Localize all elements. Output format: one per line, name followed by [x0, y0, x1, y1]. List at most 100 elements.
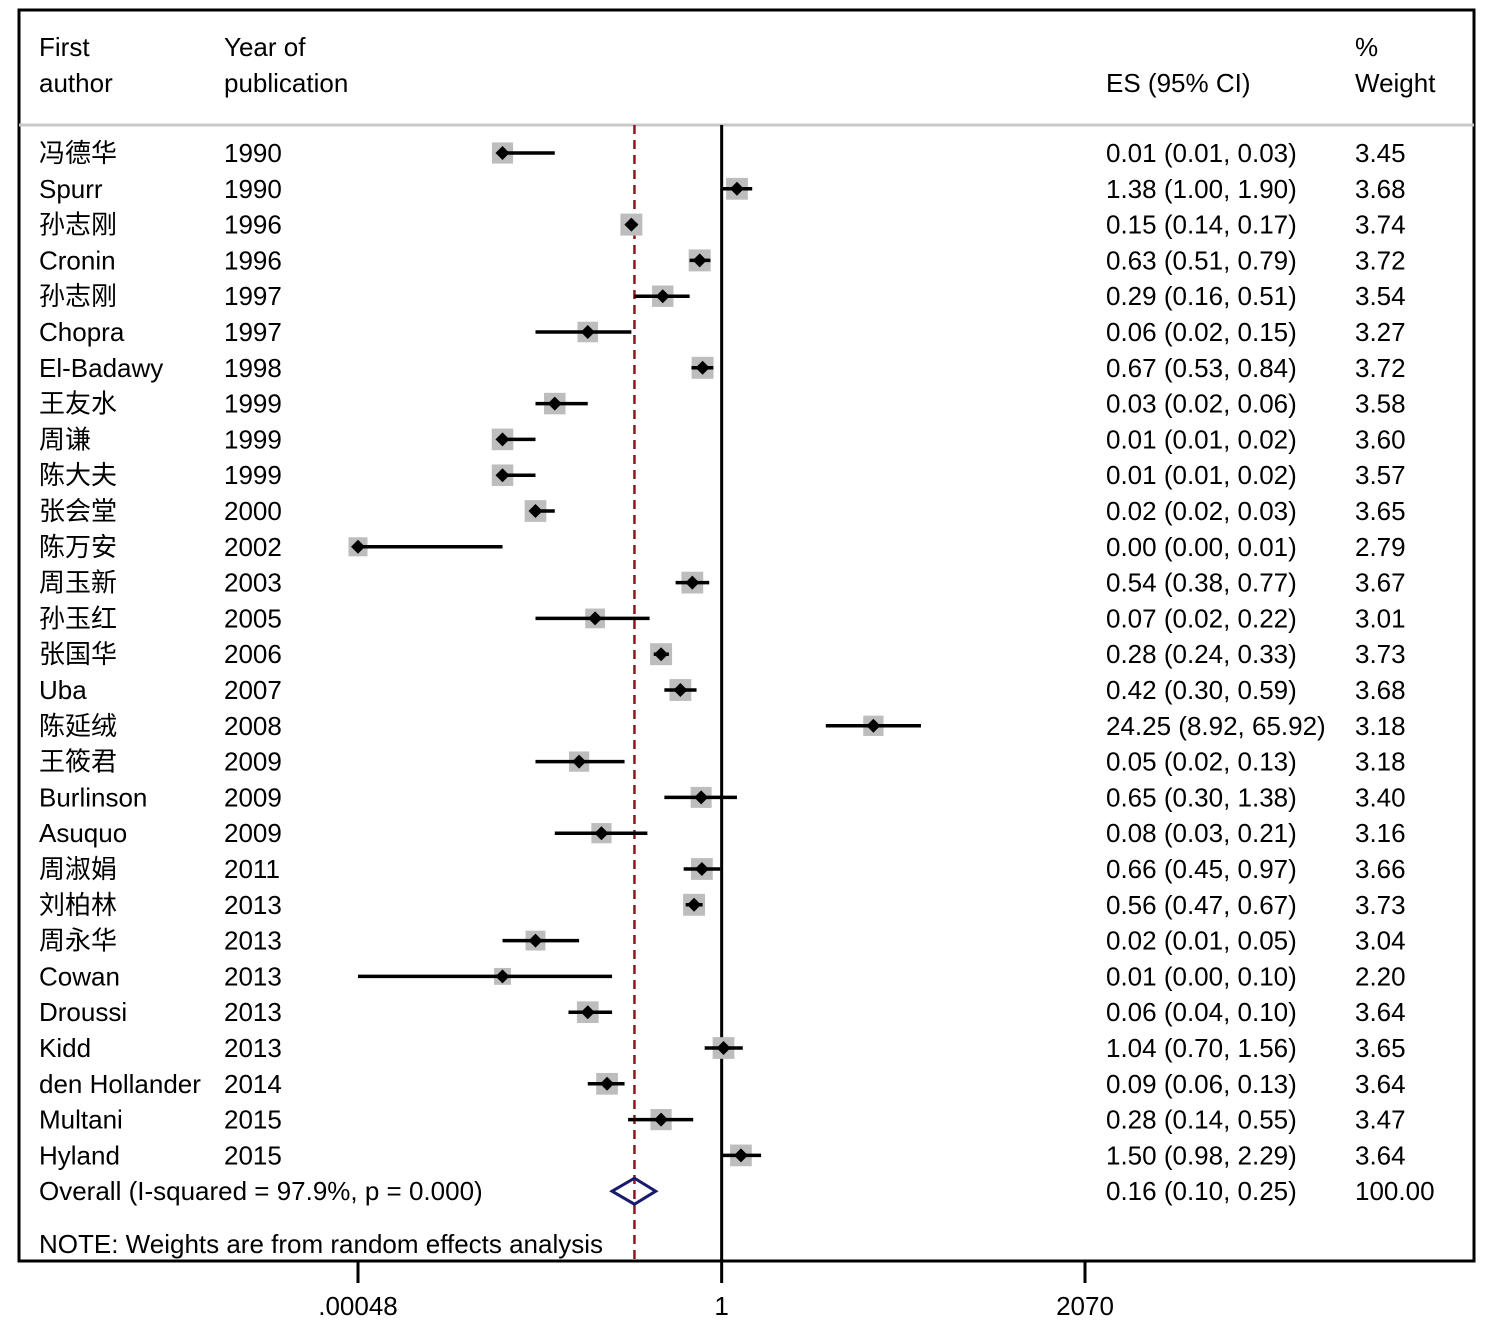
study-row: Chopra 1997 0.06 (0.02, 0.15) 3.27	[39, 317, 1406, 347]
point-estimate	[685, 575, 700, 590]
study-row: 王筱君 2009 0.05 (0.02, 0.13) 3.18	[39, 747, 1406, 777]
point-estimate	[495, 468, 510, 483]
study-year: 2008	[224, 711, 282, 741]
study-row: Multani 2015 0.28 (0.14, 0.55) 3.47	[39, 1105, 1406, 1135]
study-year: 2014	[224, 1069, 282, 1099]
study-author: 王友水	[39, 389, 117, 419]
study-author: 陈大夫	[39, 460, 117, 490]
study-row: 张国华 2006 0.28 (0.24, 0.33) 3.73	[39, 639, 1406, 669]
x-axis: .00048 1 2070	[318, 1261, 1114, 1321]
overall-diamond	[609, 1176, 659, 1206]
point-estimate	[654, 647, 669, 662]
study-es-text: 0.01 (0.01, 0.03)	[1106, 138, 1297, 168]
study-author: 张国华	[39, 639, 117, 669]
study-row: El-Badawy 1998 0.67 (0.53, 0.84) 3.72	[39, 353, 1406, 383]
study-year: 1999	[224, 424, 282, 454]
point-estimate	[495, 969, 510, 984]
study-year: 1996	[224, 245, 282, 275]
study-row: Hyland 2015 1.50 (0.98, 2.29) 3.64	[39, 1140, 1406, 1170]
study-es-text: 1.50 (0.98, 2.29)	[1106, 1140, 1297, 1170]
study-author: Uba	[39, 675, 87, 705]
study-weight-text: 3.68	[1355, 675, 1406, 705]
point-estimate	[588, 611, 603, 626]
point-estimate	[600, 1076, 615, 1091]
study-es-text: 1.38 (1.00, 1.90)	[1106, 174, 1297, 204]
point-estimate	[729, 181, 744, 196]
study-year: 1990	[224, 174, 282, 204]
header-year-line2: publication	[224, 68, 348, 98]
point-estimate	[580, 325, 595, 339]
study-es-text: 0.09 (0.06, 0.13)	[1106, 1069, 1297, 1099]
study-weight-text: 3.04	[1355, 926, 1406, 956]
study-row: 孙志刚 1997 0.29 (0.16, 0.51) 3.54	[39, 281, 1406, 311]
study-es-text: 0.65 (0.30, 1.38)	[1106, 782, 1297, 812]
study-es-text: 0.63 (0.51, 0.79)	[1106, 245, 1297, 275]
study-es-text: 0.15 (0.14, 0.17)	[1106, 210, 1297, 240]
study-weight-text: 3.01	[1355, 603, 1406, 633]
overall-label: Overall (I-squared = 97.9%, p = 0.000)	[39, 1176, 483, 1206]
study-row: Kidd 2013 1.04 (0.70, 1.56) 3.65	[39, 1033, 1406, 1063]
study-es-text: 0.54 (0.38, 0.77)	[1106, 568, 1297, 598]
study-year: 1996	[224, 210, 282, 240]
study-weight-text: 3.45	[1355, 138, 1406, 168]
study-es-text: 0.29 (0.16, 0.51)	[1106, 281, 1297, 311]
study-es-text: 1.04 (0.70, 1.56)	[1106, 1033, 1297, 1063]
study-es-text: 0.01 (0.01, 0.02)	[1106, 424, 1297, 454]
point-estimate	[654, 1112, 669, 1127]
study-author: 张会堂	[39, 496, 117, 526]
study-row: 周玉新 2003 0.54 (0.38, 0.77) 3.67	[39, 568, 1406, 598]
study-author: 周淑娟	[39, 854, 117, 884]
study-weight-text: 3.66	[1355, 854, 1406, 884]
study-weight-text: 3.68	[1355, 174, 1406, 204]
study-es-text: 0.56 (0.47, 0.67)	[1106, 890, 1297, 920]
study-year: 1997	[224, 317, 282, 347]
study-year: 2013	[224, 1033, 282, 1063]
study-author: 周谦	[39, 424, 91, 454]
point-estimate	[687, 897, 702, 912]
x-tick-label: 1	[714, 1291, 728, 1321]
study-year: 1997	[224, 281, 282, 311]
study-author: Hyland	[39, 1140, 120, 1170]
overall-weight-text: 100.00	[1355, 1176, 1435, 1206]
study-author: Chopra	[39, 317, 125, 347]
study-year: 2002	[224, 532, 282, 562]
point-estimate	[580, 1005, 595, 1020]
study-es-text: 0.05 (0.02, 0.13)	[1106, 747, 1297, 777]
study-year: 2015	[224, 1105, 282, 1135]
study-weight-text: 3.72	[1355, 245, 1406, 275]
study-es-text: 24.25 (8.92, 65.92)	[1106, 711, 1326, 741]
study-weight-text: 3.72	[1355, 353, 1406, 383]
point-estimate	[673, 683, 688, 697]
study-author: 冯德华	[39, 138, 117, 168]
study-row: 陈延绒 2008 24.25 (8.92, 65.92) 3.18	[39, 711, 1406, 741]
study-row: 陈大夫 1999 0.01 (0.01, 0.02) 3.57	[39, 460, 1406, 490]
study-row: 陈万安 2002 0.00 (0.00, 0.01) 2.79	[39, 532, 1406, 562]
point-estimate	[694, 862, 709, 876]
study-weight-text: 3.54	[1355, 281, 1406, 311]
point-estimate	[655, 289, 670, 304]
study-weight-text: 3.73	[1355, 890, 1406, 920]
study-weight-text: 3.74	[1355, 210, 1406, 240]
study-row: 周淑娟 2011 0.66 (0.45, 0.97) 3.66	[39, 854, 1406, 884]
study-es-text: 0.02 (0.02, 0.03)	[1106, 496, 1297, 526]
point-estimate	[351, 539, 365, 554]
point-estimate	[695, 360, 710, 375]
point-estimate	[528, 504, 543, 518]
point-estimate	[495, 146, 510, 160]
study-year: 1998	[224, 353, 282, 383]
header-weight-line2: Weight	[1355, 68, 1436, 98]
study-year: 1999	[224, 389, 282, 419]
study-row: Uba 2007 0.42 (0.30, 0.59) 3.68	[39, 675, 1406, 705]
study-row: Droussi 2013 0.06 (0.04, 0.10) 3.64	[39, 997, 1406, 1027]
study-weight-text: 3.65	[1355, 496, 1406, 526]
overall-es-text: 0.16 (0.10, 0.25)	[1106, 1176, 1297, 1206]
study-row: 周谦 1999 0.01 (0.01, 0.02) 3.60	[39, 424, 1406, 454]
study-author: Droussi	[39, 997, 127, 1027]
study-year: 2009	[224, 818, 282, 848]
study-year: 2013	[224, 890, 282, 920]
study-row: 孙玉红 2005 0.07 (0.02, 0.22) 3.01	[39, 603, 1406, 633]
point-estimate	[594, 826, 609, 841]
study-es-text: 0.01 (0.01, 0.02)	[1106, 460, 1297, 490]
study-year: 2015	[224, 1140, 282, 1170]
study-row: 孙志刚 1996 0.15 (0.14, 0.17) 3.74	[39, 210, 1406, 240]
